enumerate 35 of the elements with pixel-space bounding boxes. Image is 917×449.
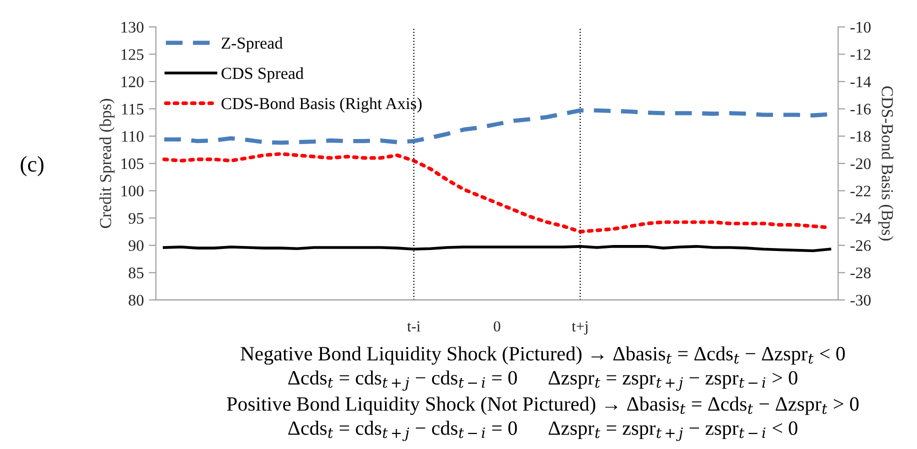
y-tick-label: 100	[122, 186, 144, 196]
y2-tick-label: -12	[850, 49, 870, 60]
y2-tick-label: -26	[850, 240, 871, 252]
y-axis-title: Credit Spread (bps)	[99, 98, 115, 228]
legend-label: Z-Spread	[222, 37, 283, 52]
x-tick-label: t+j	[572, 321, 588, 335]
text: Positive Bond Liquidity Shock (Not Pictured) → Δbasis$_{t}$ = Δcds$_{t}$ − Δzspr$_{t}$ > 0	[226, 396, 859, 415]
legend-label: CDS Spread	[222, 67, 304, 82]
y-tick-label: 115	[122, 104, 144, 115]
y2-tick-label: -30	[850, 294, 871, 306]
y2-tick-label: -20	[850, 158, 871, 170]
y-tick-label: 95	[128, 213, 144, 224]
x-tick-label: 0	[494, 321, 500, 332]
y-tick-label: 125	[122, 49, 144, 60]
y-tick-label: 80	[128, 294, 144, 306]
y-tick-label: 130	[122, 22, 144, 33]
y2-tick-label: -28	[850, 268, 871, 278]
y-tick-label: 105	[122, 158, 144, 170]
y-tick-label: 120	[122, 76, 144, 88]
y-tick-label: 90	[128, 240, 144, 252]
text: Δcds$_{t}$ = cds$_{t+j}$ − cds$_{t−i}$ = 0 Δzspr$_{t}$ = zspr$_{t+j}$ − zspr$_{t−i}$ > 0	[288, 370, 798, 391]
y2-tick-label: -10	[850, 22, 871, 33]
y2-tick-label: -24	[850, 213, 871, 224]
y2-tick-label: -16	[850, 104, 871, 115]
x-tick-label: t-i	[407, 321, 420, 332]
y2-tick-label: -22	[850, 186, 870, 196]
y-tick-label: 110	[122, 131, 144, 142]
y2-axis-title: CDS-Bond Basis (Bps)	[878, 86, 894, 240]
text: (c)	[20, 156, 44, 176]
text: Negative Bond Liquidity Shock (Pictured) → Δbasis$_{t}$ = Δcds$_{t}$ − Δzspr$_{t}$ < 0	[240, 346, 845, 365]
y-tick-label: 85	[128, 268, 144, 278]
legend-label: CDS-Bond Basis (Right Axis)	[222, 97, 422, 113]
text: Δcds$_{t}$ = cds$_{t+j}$ − cds$_{t−i}$ = 0 Δzspr$_{t}$ = zspr$_{t+j}$ − zspr$_{t−i}$ < 0	[288, 420, 798, 442]
y2-tick-label: -14	[850, 76, 871, 88]
y2-tick-label: -18	[850, 131, 871, 142]
